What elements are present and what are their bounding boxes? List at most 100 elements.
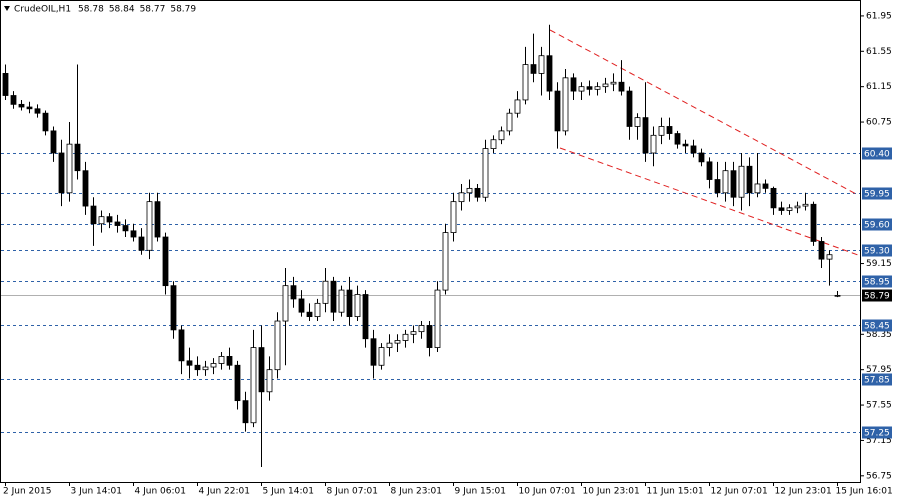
level-label: 59.30 xyxy=(864,247,890,257)
y-tick-label: 56.75 xyxy=(866,471,892,481)
candle-body xyxy=(354,294,361,318)
candle-body xyxy=(298,298,305,313)
candle-body xyxy=(778,207,785,211)
candle-body xyxy=(130,230,137,238)
header-ohlc: 58.84 xyxy=(109,5,135,15)
header-arrow xyxy=(4,6,10,11)
candle-body xyxy=(202,366,209,371)
candle-body xyxy=(546,55,553,92)
candle-body xyxy=(474,187,481,198)
channel-lower xyxy=(559,147,859,256)
candle-body xyxy=(314,302,321,318)
candle-body xyxy=(330,280,337,313)
candle-body xyxy=(682,143,689,147)
candle-body xyxy=(618,81,625,92)
level-label: 59.95 xyxy=(864,190,890,200)
candle-body xyxy=(698,152,705,163)
candle-body xyxy=(498,130,505,141)
candle-body xyxy=(90,205,97,225)
candle-body xyxy=(402,333,409,341)
candle-body xyxy=(578,86,585,92)
candle-body xyxy=(66,143,73,194)
level-label: 60.40 xyxy=(864,150,890,160)
candle-body xyxy=(338,289,345,313)
candle-body xyxy=(690,145,697,154)
level-label: 58.95 xyxy=(864,278,890,288)
candle-body xyxy=(506,112,513,132)
x-tick-label: 11 Jun 15:01 xyxy=(647,487,704,497)
candle-body xyxy=(562,77,569,132)
candle-body xyxy=(570,77,577,92)
x-tick-label: 12 Jun 23:01 xyxy=(775,487,832,497)
candle-body xyxy=(642,117,649,154)
x-tick-label: 10 Jun 23:01 xyxy=(583,487,640,497)
candle-body xyxy=(538,55,545,74)
candle-body xyxy=(442,232,449,291)
candle-body xyxy=(210,363,217,368)
level-label: 57.85 xyxy=(864,376,890,386)
candle-body xyxy=(386,342,393,348)
level-label-box xyxy=(862,319,892,332)
candle-body xyxy=(434,289,441,348)
x-tick-label: 15 Jun 16:01 xyxy=(836,487,893,497)
level-label-box xyxy=(862,147,892,160)
channel-upper xyxy=(549,29,859,196)
candle-body xyxy=(322,280,329,304)
current-price-label: 58.79 xyxy=(864,292,890,302)
candle-body xyxy=(674,133,681,145)
x-tick-label: 8 Jun 23:01 xyxy=(391,487,442,497)
candle-body xyxy=(626,90,633,127)
level-label-box xyxy=(862,275,892,288)
candle-body xyxy=(146,201,153,251)
candle-body xyxy=(178,329,185,362)
candle-body xyxy=(794,205,801,209)
candle-body xyxy=(602,83,609,88)
candle-body xyxy=(170,285,177,331)
header-symbol: CrudeOIL,H1 xyxy=(14,5,71,15)
candle-body xyxy=(418,325,425,333)
x-tick-label: 4 Jun 06:01 xyxy=(135,487,186,497)
candle-body xyxy=(834,294,841,297)
candle-body xyxy=(282,285,289,322)
y-tick-label: 58.35 xyxy=(866,330,892,340)
candle-body xyxy=(226,356,233,366)
candle-body xyxy=(50,130,57,154)
candle-body xyxy=(762,183,769,189)
candle-body xyxy=(122,225,129,232)
x-tick-label: 4 Jun 22:01 xyxy=(199,487,250,497)
candle-body xyxy=(362,294,369,340)
candle-body xyxy=(810,203,817,242)
candle-body xyxy=(490,139,497,149)
candle-body xyxy=(450,201,457,233)
candle-body xyxy=(730,170,737,198)
candle-body xyxy=(2,73,9,96)
candle-body xyxy=(482,148,489,198)
x-tick-label: 8 Jun 07:01 xyxy=(327,487,378,497)
candle-body xyxy=(26,106,33,110)
candle-body xyxy=(458,192,465,203)
candle-body xyxy=(58,152,65,194)
candle-body xyxy=(426,325,433,348)
y-tick-label: 61.55 xyxy=(866,47,892,57)
y-tick-label: 61.15 xyxy=(866,82,892,92)
candle-body xyxy=(186,360,193,366)
candle-body xyxy=(250,347,257,424)
current-price-box xyxy=(862,289,892,302)
level-label: 58.45 xyxy=(864,322,890,332)
x-tick-label: 3 Jun 14:01 xyxy=(71,487,122,497)
candle-body xyxy=(162,236,169,287)
candle-body xyxy=(290,285,297,300)
candle-body xyxy=(266,369,273,393)
y-tick-label: 60.75 xyxy=(866,118,892,128)
header-ohlc: 58.78 xyxy=(78,5,104,15)
candle-body xyxy=(514,99,521,114)
candle-body xyxy=(106,216,113,223)
candle-body xyxy=(346,289,353,318)
candle-body xyxy=(394,340,401,344)
candle-body xyxy=(18,103,25,108)
y-tick-label: 59.15 xyxy=(866,259,892,269)
candle-body xyxy=(706,161,713,180)
candle-body xyxy=(634,117,641,127)
level-label-box xyxy=(862,244,892,257)
